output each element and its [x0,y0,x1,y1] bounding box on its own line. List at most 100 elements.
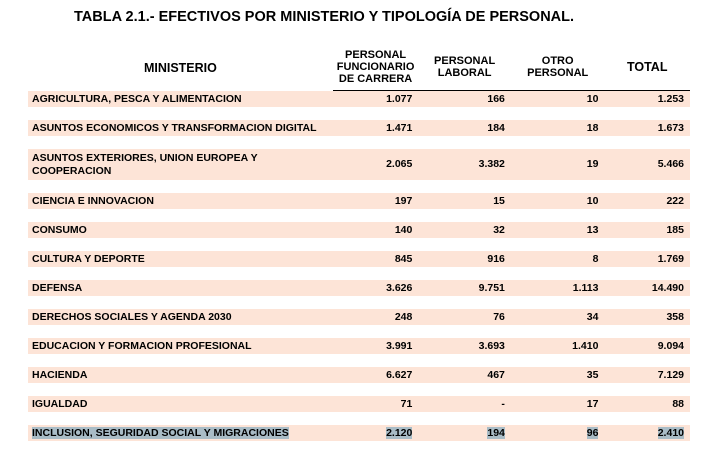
cell-text: 88 [672,398,684,410]
cell-funcionario: 248 [332,309,419,325]
cell-text: 1.410 [572,340,599,352]
cell-text: 248 [394,311,413,323]
cell-text: 14.490 [651,282,684,294]
cell-text: 1.253 [657,93,684,105]
cell-text: 8 [592,253,599,265]
cell-text: 3.626 [386,282,413,294]
cell-text: 71 [400,398,413,410]
cell-text: - [501,398,505,410]
table-row: DEFENSA 3.626 9.751 1.113 14.490 [28,280,690,296]
cell-text: 1.113 [572,282,599,294]
cell-text: 1.471 [386,122,413,134]
row-spacer [28,412,690,425]
cell-text: 10 [586,195,599,207]
cell-text: 7.129 [657,369,684,381]
cell-text: CULTURA Y DEPORTE [32,253,145,265]
table-row: CONSUMO 140 32 13 185 [28,222,690,238]
cell-text: 10 [586,93,599,105]
cell-total: 222 [604,193,690,209]
cell-text: 19 [586,158,599,170]
cell-otro: 96 [510,425,605,441]
cell-text: 96 [586,427,599,439]
cell-funcionario: 2.120 [332,425,419,441]
cell-text: 1.673 [657,122,684,134]
row-spacer [28,325,690,338]
cell-text: 1.769 [657,253,684,265]
cell-funcionario: 845 [332,251,419,267]
cell-laboral: 76 [418,309,511,325]
cell-ministerio: IGUALDAD [28,396,333,412]
cell-total: 9.094 [604,338,690,354]
cell-funcionario: 3.626 [332,280,419,296]
cell-text: 194 [487,427,505,439]
cell-laboral: 916 [418,251,511,267]
cell-ministerio: CIENCIA E INNOVACION [28,193,333,209]
cell-text: 18 [586,122,599,134]
cell-funcionario: 6.627 [332,367,419,383]
cell-total: 185 [604,222,690,238]
row-spacer [28,209,690,222]
cell-ministerio: EDUCACION Y FORMACION PROFESIONAL [28,338,333,354]
cell-text: AGRICULTURA, PESCA Y ALIMENTACION [32,93,242,105]
cell-laboral: 3.693 [418,338,511,354]
table-row: HACIENDA 6.627 467 35 7.129 [28,367,690,383]
header-ministerio: MINISTERIO [143,60,217,75]
cell-total: 1.673 [604,120,690,136]
table-row: CULTURA Y DEPORTE 845 916 8 1.769 [28,251,690,267]
cell-text: DERECHOS SOCIALES Y AGENDA 2030 [32,311,232,323]
cell-laboral: 15 [418,193,511,209]
cell-laboral: 166 [418,91,511,107]
cell-total: 5.466 [604,149,690,180]
cell-funcionario: 140 [332,222,419,238]
cell-text: 2.065 [386,158,413,170]
cell-laboral: 194 [418,425,511,441]
cell-laboral: 3.382 [418,149,511,180]
cell-text: 916 [487,253,505,265]
row-spacer [28,267,690,280]
cell-funcionario: 1.471 [332,120,419,136]
cell-total: 88 [604,396,690,412]
cell-otro: 13 [510,222,605,238]
cell-text: 9.094 [657,340,684,352]
header-laboral: PERSONAL LABORAL [418,44,511,91]
cell-ministerio: AGRICULTURA, PESCA Y ALIMENTACION [28,91,333,107]
cell-ministerio: ASUNTOS EXTERIORES, UNION EUROPEA Y COOP… [28,149,333,180]
cell-text: IGUALDAD [32,398,88,410]
cell-total: 358 [604,309,690,325]
cell-text: ASUNTOS ECONOMICOS Y TRANSFORMACION DIGI… [32,122,317,134]
cell-text: 13 [586,224,599,236]
cell-otro: 18 [510,120,605,136]
cell-text: 184 [487,122,505,134]
row-spacer [28,383,690,396]
header-funcionario: PERSONAL FUNCIONARIO DE CARRERA [332,44,419,91]
cell-text: 185 [666,224,684,236]
table-row: IGUALDAD 71 - 17 88 [28,396,690,412]
cell-text: DEFENSA [32,282,83,294]
header-total: TOTAL [604,44,690,91]
row-spacer [28,296,690,309]
cell-funcionario: 3.991 [332,338,419,354]
cell-otro: 17 [510,396,605,412]
cell-text: 197 [394,195,413,207]
cell-total: 1.253 [604,91,690,107]
cell-text: 358 [666,311,684,323]
table-row: AGRICULTURA, PESCA Y ALIMENTACION 1.077 16… [28,91,690,107]
table-row: EDUCACION Y FORMACION PROFESIONAL 3.991 3.… [28,338,690,354]
cell-text: 222 [666,195,684,207]
cell-text: 34 [586,311,599,323]
table-title: TABLA 2.1.- EFECTIVOS POR MINISTERIO Y T… [74,9,575,25]
cell-laboral: 9.751 [418,280,511,296]
cell-ministerio: INCLUSION, SEGURIDAD SOCIAL Y MIGRACIONE… [28,425,333,441]
row-spacer [28,136,690,149]
cell-text: 76 [493,311,505,323]
cell-laboral: 467 [418,367,511,383]
cell-text: CIENCIA E INNOVACION [32,195,154,207]
cell-laboral: 32 [418,222,511,238]
row-spacer [28,238,690,251]
cell-otro: 8 [510,251,605,267]
cell-text: 1.077 [386,93,413,105]
cell-funcionario: 197 [332,193,419,209]
row-spacer [28,354,690,367]
cell-total: 14.490 [604,280,690,296]
cell-funcionario: 2.065 [332,149,419,180]
